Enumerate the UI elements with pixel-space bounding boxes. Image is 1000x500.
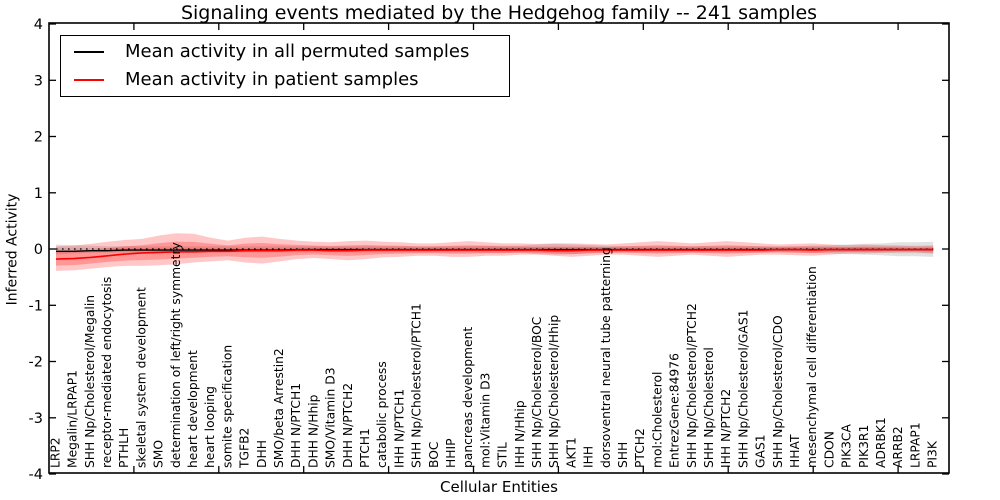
x-category-label: PTCH2 [633, 428, 647, 468]
x-category-label: DHH [255, 440, 269, 468]
x-category-label: heart looping [203, 386, 217, 468]
x-category-label: DHH N/Hhip [306, 394, 320, 468]
x-category-label: PIK3R1 [857, 425, 871, 468]
y-tick-label: -4 [29, 467, 43, 483]
y-tick-label: -1 [29, 298, 43, 314]
legend: Mean activity in all permuted samples Me… [60, 35, 510, 97]
x-category-label: skeletal system development [134, 287, 148, 468]
y-tick-label: 3 [34, 73, 43, 89]
x-category-label: IHH N/PTCH1 [392, 389, 406, 468]
x-category-label: catabolic process [375, 361, 389, 468]
x-category-label: PTHLH [117, 428, 131, 468]
chart-title: Signaling events mediated by the Hedgeho… [180, 2, 818, 24]
y-tick-label: 1 [34, 186, 43, 202]
x-category-label: TGFB2 [238, 428, 252, 469]
x-category-label: LRP2 [48, 437, 62, 468]
patient-mean-line [55, 248, 934, 260]
legend-entry-permuted: Mean activity in all permuted samples [61, 39, 509, 66]
x-category-label: PIK3CA [840, 423, 854, 468]
x-category-label: SHH Np/Cholesterol/PTCH1 [410, 303, 424, 468]
patient-band-outer [56, 233, 934, 271]
x-category-label: IHH N/Hhip [513, 400, 527, 468]
patient-line-swatch [74, 79, 104, 81]
x-category-label: GAS1 [754, 434, 768, 468]
x-category-label: Megalin/LRPAP1 [66, 370, 80, 468]
axes-frame [48, 22, 950, 474]
x-category-label: IHH [582, 446, 596, 468]
x-category-label: SHH Np/Cholesterol [702, 347, 716, 468]
patient-band-inner [56, 241, 934, 266]
x-category-label: SHH Np/Cholesterol/CDO [771, 315, 785, 468]
x-category-label: DHH N/PTCH1 [289, 383, 303, 468]
x-category-label: ADRBK1 [874, 417, 888, 468]
x-category-label: receptor-mediated endocytosis [100, 277, 114, 468]
y-tick-label: 0 [34, 242, 43, 258]
y-tick-label: 2 [34, 130, 43, 146]
x-category-label: dorsoventral neural tube patterning [599, 247, 613, 468]
x-category-label: heart development [186, 350, 200, 468]
x-category-label: HHIP [444, 438, 458, 468]
legend-label-patient: Mean activity in patient samples [125, 69, 419, 90]
y-axis-title: Inferred Activity [4, 193, 21, 306]
y-tick-label: 4 [34, 17, 43, 33]
x-category-label: SHH Np/Cholesterol/Hhip [547, 315, 561, 468]
legend-entry-patient: Mean activity in patient samples [61, 67, 509, 94]
x-category-label: ARRB2 [891, 426, 905, 468]
y-tick-label: -2 [29, 355, 43, 371]
x-category-label: STIL [496, 442, 510, 468]
x-axis-title: Cellular Entities [440, 478, 558, 496]
x-category-label: mesenchymal cell differentiation [805, 266, 819, 468]
x-category-label: SHH [616, 442, 630, 468]
x-category-label: SHH Np/Cholesterol/PTCH2 [685, 303, 699, 468]
x-category-label: SMO/Vitamin D3 [324, 367, 338, 468]
permuted-line-swatch [74, 51, 104, 53]
x-category-label: mol:Cholesterol [650, 372, 664, 468]
x-category-label: PI3K [926, 440, 940, 468]
x-category-label: mol:Vitamin D3 [478, 373, 492, 468]
x-category-label: AKT1 [564, 437, 578, 468]
x-category-label: CDON [822, 431, 836, 468]
x-category-label: HHAT [788, 434, 802, 468]
x-category-label: EntrezGene:84976 [668, 353, 682, 468]
x-category-label: PTCH1 [358, 428, 372, 468]
x-category-label: IHH N/PTCH2 [719, 389, 733, 468]
x-category-label: BOC [427, 442, 441, 469]
x-category-label: SHH Np/Cholesterol/Megalin [83, 295, 97, 468]
x-category-label: somite specification [220, 345, 234, 468]
x-category-label: LRPAP1 [908, 422, 922, 468]
x-category-label: SHH Np/Cholesterol/BOC [530, 317, 544, 468]
x-category-label: SMO [152, 440, 166, 468]
x-category-label: DHH N/PTCH2 [341, 383, 355, 468]
x-category-label: determination of left/right symmetry [169, 242, 183, 468]
legend-label-permuted: Mean activity in all permuted samples [125, 41, 470, 62]
y-tick-label: -3 [29, 411, 43, 427]
x-category-label: SMO/beta Arrestin2 [272, 348, 286, 468]
x-category-label: SHH Np/Cholesterol/GAS1 [736, 310, 750, 468]
x-category-label: pancreas development [461, 327, 475, 468]
